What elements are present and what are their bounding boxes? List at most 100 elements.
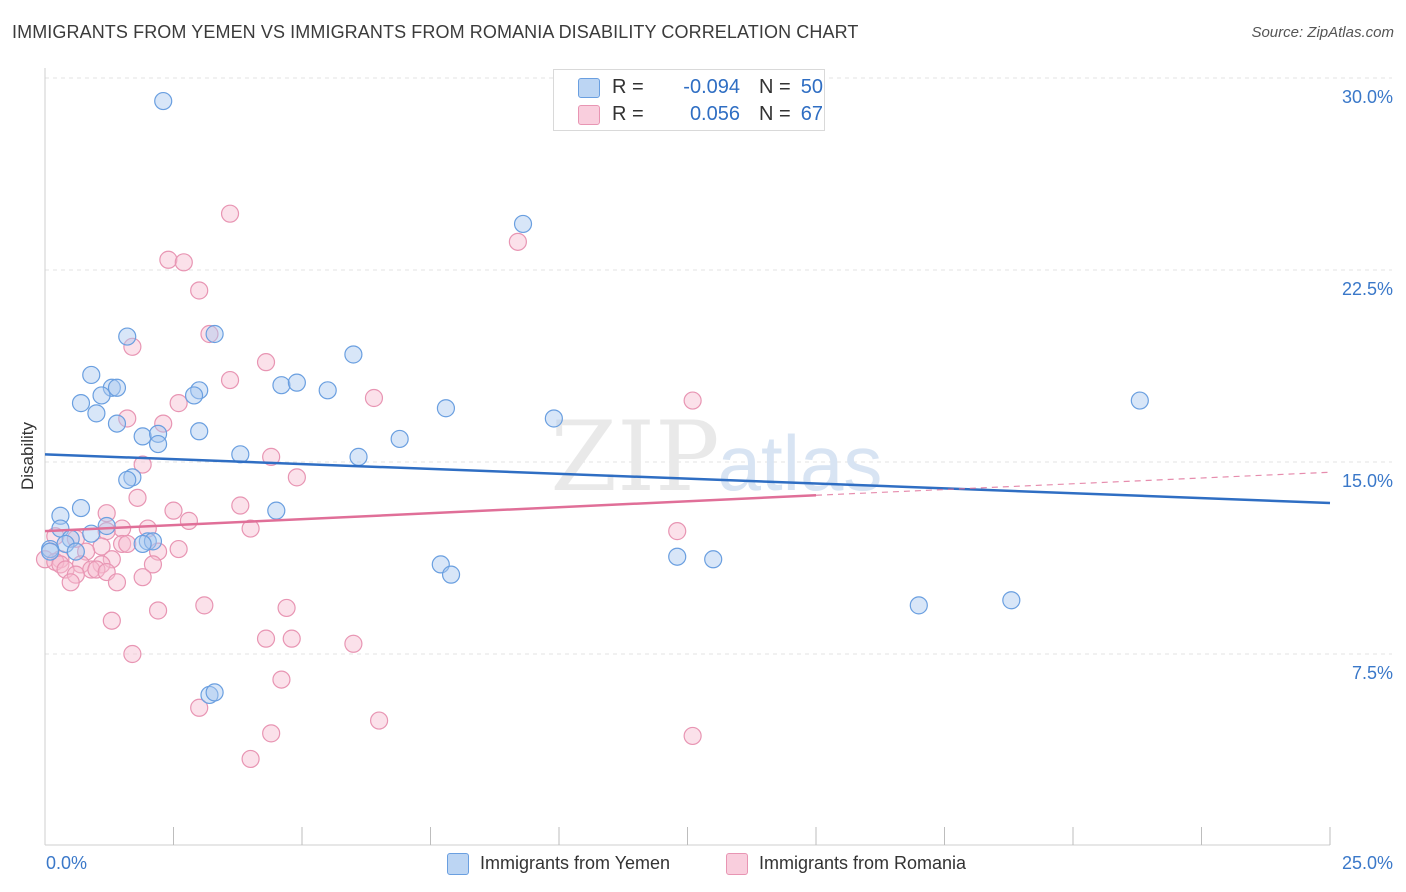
x-tick-label: 0.0%: [46, 853, 87, 873]
romania-point: [190, 281, 209, 300]
yemen-point: [909, 596, 928, 615]
legend-n-label: N =: [759, 76, 791, 98]
yemen-point: [205, 683, 224, 702]
yemen-point: [513, 214, 533, 234]
series-yemen-points: [41, 91, 1149, 705]
yemen-point: [107, 414, 127, 433]
yemen-point: [272, 376, 291, 395]
grid-lines: [45, 77, 1392, 655]
yemen-point: [190, 381, 209, 400]
romania-point: [262, 447, 281, 466]
legend-label-romania: Immigrants from Romania: [759, 853, 967, 873]
romania-point: [220, 204, 240, 223]
yemen-point: [1002, 591, 1021, 610]
yemen-point: [71, 498, 91, 518]
romania-point: [159, 250, 178, 269]
romania-point: [231, 496, 250, 515]
romania-point: [143, 555, 163, 574]
yemen-point: [205, 324, 224, 344]
yemen-point: [118, 470, 137, 490]
yemen-point: [107, 378, 127, 397]
yemen-point: [133, 427, 152, 446]
y-tick-label: 30.0%: [1342, 87, 1393, 107]
romania-point: [272, 670, 291, 689]
yemen-point: [267, 501, 286, 520]
yemen-point: [544, 409, 563, 428]
yemen-point: [287, 373, 306, 392]
romania-point: [683, 726, 702, 746]
romania-point: [169, 539, 188, 559]
romania-point: [668, 522, 687, 541]
watermark-atlas: atlas: [718, 419, 883, 507]
axes: [44, 68, 1331, 846]
romania-point: [112, 534, 132, 554]
romania-point: [148, 601, 168, 620]
romania-point: [133, 455, 152, 474]
romania-point: [102, 611, 121, 630]
yemen-point: [82, 365, 101, 385]
yemen-point: [41, 542, 60, 561]
yemen-point: [148, 434, 168, 454]
romania-point: [61, 573, 80, 592]
legend-r-value-yemen: -0.094: [683, 76, 740, 98]
romania-point: [133, 568, 152, 587]
yemen-point: [1130, 391, 1149, 410]
watermark: ZIP atlas: [550, 401, 882, 513]
romania-point: [287, 468, 306, 487]
yemen-point: [318, 381, 337, 400]
romania-point: [241, 519, 260, 538]
romania-point: [107, 573, 127, 592]
romania-point: [179, 511, 199, 530]
romania-point: [118, 534, 137, 554]
yemen-point: [97, 516, 116, 536]
yemen-point: [118, 327, 137, 346]
romania-point: [364, 388, 384, 408]
legend-r-label: R =: [612, 76, 644, 98]
yemen-point: [349, 447, 368, 466]
romania-point: [262, 724, 281, 743]
romania-point: [154, 414, 173, 433]
romania-point: [195, 596, 214, 615]
legend-n-value-yemen: 50: [800, 76, 823, 98]
romania-point: [256, 353, 276, 372]
yemen-point: [92, 386, 111, 405]
yemen-point: [71, 394, 91, 413]
yemen-point: [704, 550, 723, 569]
stats-legend: R = -0.094 N = 50 R = 0.056 N = 67: [553, 69, 825, 131]
legend-n-value-romania: 67: [800, 103, 823, 125]
yemen-point: [138, 532, 157, 551]
legend-swatch-yemen: [578, 78, 600, 98]
watermark-zip: ZIP: [550, 401, 719, 513]
y-tick-label: 15.0%: [1342, 471, 1393, 491]
yemen-point: [436, 399, 456, 418]
romania-point: [118, 409, 137, 428]
legend-label-yemen: Immigrants from Yemen: [480, 853, 671, 873]
yemen-point: [154, 91, 173, 111]
yemen-point: [87, 404, 106, 423]
romania-point: [683, 391, 702, 410]
legend-r-value-romania: 0.056: [689, 103, 740, 125]
romania-point: [256, 629, 276, 648]
romania-point: [123, 337, 142, 356]
romania-point: [174, 253, 193, 272]
romania-trend-extension: [815, 471, 1331, 496]
romania-point: [277, 598, 296, 618]
yemen-point: [184, 386, 204, 405]
yemen-point: [123, 468, 142, 487]
yemen-point: [390, 429, 409, 449]
series-romania-points: [35, 204, 702, 769]
y-tick-label: 7.5%: [1352, 663, 1393, 683]
romania-point: [169, 394, 188, 413]
yemen-point: [190, 422, 209, 441]
romania-point: [123, 644, 142, 664]
romania-point: [51, 555, 70, 574]
legend-n-label: N =: [759, 103, 791, 125]
legend-swatch-romania: [578, 105, 600, 125]
y-tick-label: 22.5%: [1342, 279, 1393, 299]
romania-point: [128, 488, 147, 507]
yemen-point: [102, 378, 121, 397]
romania-point: [220, 370, 240, 390]
x-tick-label: 25.0%: [1342, 853, 1393, 873]
romania-point: [508, 232, 527, 251]
romania-point: [164, 501, 183, 520]
